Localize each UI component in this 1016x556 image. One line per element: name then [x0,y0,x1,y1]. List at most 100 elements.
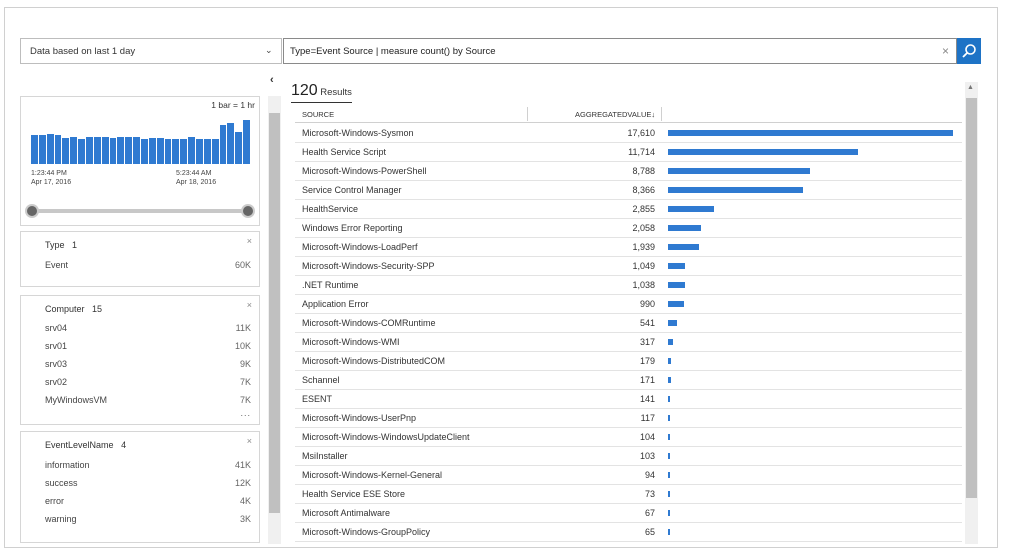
table-row[interactable]: Microsoft-Windows-GroupPolicy 65 [295,523,962,542]
table-row[interactable]: Microsoft-Windows-WindowsUpdateClient 104 [295,428,962,447]
histogram-bar[interactable] [78,139,85,164]
histogram-bar[interactable] [38,135,46,164]
close-icon[interactable]: × [246,236,252,246]
histogram-bar[interactable] [70,136,78,164]
table-row[interactable]: MsiInstaller 103 [295,447,962,466]
histogram-bar[interactable] [235,131,243,164]
histogram-bar[interactable] [46,133,54,164]
table-row[interactable]: Microsoft-Windows-Sysmon 17,610 [295,124,962,143]
facet-row[interactable]: srv03 9K [45,359,251,369]
source-cell[interactable]: Microsoft-Windows-LoadPerf [302,242,418,252]
source-cell[interactable]: Microsoft-Windows-WindowsUpdateClient [302,432,470,442]
time-slider-track[interactable] [31,209,249,213]
table-row[interactable]: Microsoft-Windows-LoadPerf 1,939 [295,238,962,257]
facet-row[interactable]: srv04 11K [45,323,251,333]
table-row[interactable]: Schannel 171 [295,371,962,390]
histogram-bar[interactable] [62,138,70,164]
histogram-bar[interactable] [93,136,101,164]
table-row[interactable]: Microsoft-Windows-Security-SPP 1,049 [295,257,962,276]
table-row[interactable]: Microsoft-Windows-WMI 317 [295,333,962,352]
source-cell[interactable]: ESENT [302,394,333,404]
histogram-bar[interactable] [180,139,188,164]
column-header-aggregatedvalue[interactable]: AGGREGATEDVALUE↓ [575,110,656,119]
time-range-dropdown[interactable]: Data based on last 1 day ⌄ [20,38,282,64]
scrollbar-thumb[interactable] [269,113,280,513]
histogram-bar[interactable] [188,136,195,164]
facets-scrollbar[interactable] [268,96,281,544]
source-cell[interactable]: Service Control Manager [302,185,402,195]
collapse-panel-icon[interactable]: ‹ [270,74,274,86]
source-cell[interactable]: Application Error [302,299,369,309]
table-row[interactable]: Service Control Manager 8,366 [295,181,962,200]
time-slider-start-handle[interactable] [25,204,39,218]
facet-row[interactable]: success 12K [45,478,251,488]
histogram-bars[interactable] [31,112,251,164]
histogram-bar[interactable] [227,123,235,164]
source-cell[interactable]: Microsoft-Windows-UserPnp [302,413,417,423]
scroll-up-icon[interactable]: ▲ [967,84,974,91]
facet-row[interactable]: Event 60K [45,260,251,270]
histogram-bar[interactable] [141,139,148,164]
table-row[interactable]: .NET Runtime 1,038 [295,276,962,295]
source-cell[interactable]: Microsoft-Windows-PowerShell [302,166,427,176]
table-row[interactable]: Microsoft-Windows-DistributedCOM 179 [295,352,962,371]
histogram-bar[interactable] [243,119,250,164]
source-cell[interactable]: Schannel [302,375,340,385]
source-cell[interactable]: Microsoft-Windows-Kernel-General [302,470,443,480]
source-cell[interactable]: Microsoft-Windows-Security-SPP [302,261,435,271]
histogram-bar[interactable] [148,138,156,164]
histogram-bar[interactable] [211,139,219,164]
histogram-bar[interactable] [172,139,180,164]
histogram-bar[interactable] [54,135,62,164]
table-row[interactable]: Microsoft Antimalware 67 [295,504,962,523]
histogram-bar[interactable] [109,138,117,164]
source-cell[interactable]: Microsoft-Windows-Sysmon [302,128,414,138]
facet-row[interactable]: error 4K [45,496,251,506]
table-row[interactable]: Microsoft-Windows-UserPnp 117 [295,409,962,428]
source-cell[interactable]: Health Service ESE Store [302,489,406,499]
close-icon[interactable]: × [246,300,252,310]
source-cell[interactable]: Microsoft-Windows-GroupPolicy [302,527,431,537]
histogram-bar[interactable] [125,136,133,164]
source-cell[interactable]: HealthService [302,204,359,214]
table-row[interactable]: Microsoft-Windows-Kernel-General 94 [295,466,962,485]
source-cell[interactable]: MsiInstaller [302,451,348,461]
histogram-bar[interactable] [86,136,93,164]
facet-row[interactable]: srv01 10K [45,341,251,351]
clear-query-icon[interactable]: × [941,44,949,58]
search-query-input[interactable]: Type=Event Source | measure count() by S… [283,38,957,64]
time-slider-end-handle[interactable] [241,204,255,218]
histogram-bar[interactable] [203,139,211,164]
table-row[interactable]: Health Service ESE Store 73 [295,485,962,504]
table-row[interactable]: Application Error 990 [295,295,962,314]
table-row[interactable]: Microsoft-Windows-PowerShell 8,788 [295,162,962,181]
table-row[interactable]: Health Service Script 11,714 [295,143,962,162]
column-header-source[interactable]: SOURCE [302,110,335,119]
table-row[interactable]: HealthService 2,855 [295,200,962,219]
source-cell[interactable]: Microsoft Antimalware [302,508,391,518]
histogram-bar[interactable] [156,138,164,164]
table-row[interactable]: Windows Error Reporting 2,058 [295,219,962,238]
facet-row[interactable]: MyWindowsVM 7K [45,395,251,405]
close-icon[interactable]: × [246,436,252,446]
histogram-bar[interactable] [117,136,125,164]
table-row[interactable]: ESENT 141 [295,390,962,409]
scrollbar-thumb[interactable] [966,98,977,498]
histogram-bar[interactable] [164,139,172,164]
source-cell[interactable]: Windows Error Reporting [302,223,403,233]
source-cell[interactable]: .NET Runtime [302,280,359,290]
histogram-bar[interactable] [101,136,109,164]
table-row[interactable]: Microsoft-Windows-COMRuntime 541 [295,314,962,333]
histogram-bar[interactable] [133,136,140,164]
results-scrollbar[interactable]: ▲ [965,82,978,544]
histogram-bar[interactable] [219,125,227,164]
facet-row[interactable]: warning 3K [45,514,251,524]
search-button[interactable] [957,38,981,64]
more-facets-link[interactable]: ... [240,408,251,418]
source-cell[interactable]: Health Service Script [302,147,387,157]
histogram-bar[interactable] [196,139,203,164]
facet-row[interactable]: information 41K [45,460,251,470]
source-cell[interactable]: Microsoft-Windows-DistributedCOM [302,356,446,366]
source-cell[interactable]: Microsoft-Windows-COMRuntime [302,318,436,328]
source-cell[interactable]: Microsoft-Windows-WMI [302,337,400,347]
